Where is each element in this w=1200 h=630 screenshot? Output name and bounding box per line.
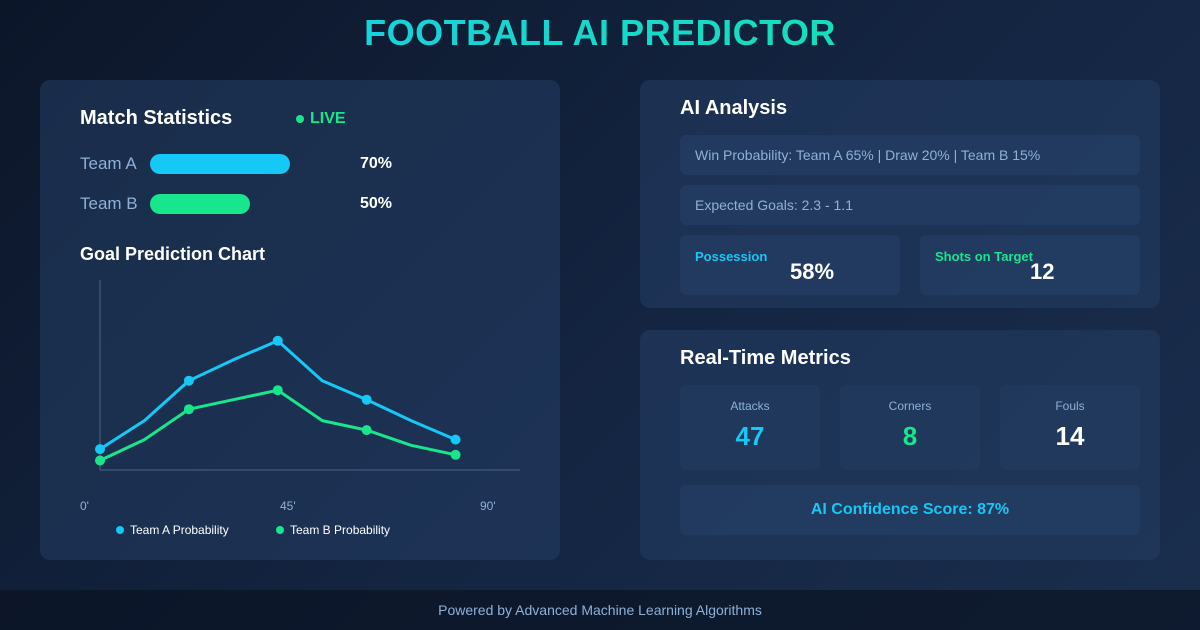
team-a-name: Team A (80, 154, 137, 173)
chart-point-team-a (450, 434, 461, 445)
live-label: LIVE (310, 110, 346, 127)
shots-on-target-value: 12 (1030, 259, 1055, 284)
legend-team-a-label: Team A Probability (130, 523, 229, 537)
team-b-bar (150, 194, 350, 214)
match-statistics-title: Match Statistics (80, 107, 233, 129)
app-title: FOOTBALL AI PREDICTOR (0, 12, 1200, 54)
metric-attacks-value: 47 (735, 421, 765, 451)
match-statistics-panel: Match Statistics LIVE Team A 70% Team B … (40, 80, 560, 560)
live-dot-icon (296, 115, 304, 123)
metric-fouls-value: 14 (1055, 421, 1085, 451)
team-a-percent: 70% (360, 155, 393, 172)
metric-fouls-label: Fouls (1055, 399, 1085, 413)
legend-team-b-label: Team B Probability (290, 523, 391, 537)
chart-point-team-b (95, 455, 105, 466)
metric-corners-label: Corners (888, 399, 932, 413)
team-a-bar-fill (150, 154, 290, 174)
possession-card: Possession 58% (680, 235, 900, 295)
real-time-metrics-panel: Real-Time Metrics Attacks 47 Corners 8 F… (640, 330, 1160, 560)
chart-point-team-a (95, 444, 105, 455)
metric-attacks: Attacks 47 (680, 385, 820, 470)
legend-team-a-swatch (116, 526, 124, 534)
metric-fouls: Fouls 14 (1000, 385, 1140, 470)
chart-point-team-b (361, 425, 372, 436)
metric-corners: Corners 8 (840, 385, 980, 470)
chart-point-team-b (450, 449, 461, 460)
chart-point-team-a (183, 375, 194, 386)
legend-team-a: Team A Probability (116, 523, 229, 537)
expected-goals-row: Expected Goals: 2.3 - 1.1 (680, 185, 1140, 225)
chart-title: Goal Prediction Chart (80, 244, 266, 264)
legend-team-b-swatch (276, 526, 284, 534)
metric-attacks-label: Attacks (730, 399, 770, 413)
shots-on-target-card: Shots on Target 12 (920, 235, 1140, 295)
team-b-name: Team B (80, 194, 138, 213)
chart-x-tick-label: 90' (480, 499, 496, 513)
live-indicator: LIVE (296, 110, 346, 128)
team-a-bar (150, 154, 350, 174)
legend-team-b: Team B Probability (276, 523, 390, 537)
ai-analysis-title: AI Analysis (680, 97, 788, 119)
chart-series-line-team-b (99, 388, 456, 462)
ai-analysis-panel: AI Analysis Win Probability: Team A 65% … (640, 80, 1160, 308)
chart-x-tick-label: 45' (280, 499, 296, 513)
possession-value: 58% (790, 259, 835, 284)
goal-prediction-chart: 0' 45' 90' (80, 280, 520, 513)
chart-point-team-a (361, 394, 372, 405)
team-b-percent: 50% (360, 195, 393, 212)
team-b-bar-fill (150, 194, 250, 214)
team-a-row: Team A 70% (80, 153, 520, 175)
metric-corners-value: 8 (902, 421, 918, 451)
real-time-metrics-title: Real-Time Metrics (680, 347, 851, 369)
footer: Powered by Advanced Machine Learning Alg… (0, 590, 1200, 630)
ai-confidence-score: AI Confidence Score: 87% (680, 485, 1140, 535)
team-b-row: Team B 50% (80, 193, 520, 215)
shots-on-target-label: Shots on Target (935, 249, 1033, 264)
chart-x-tick-label: 0' (80, 499, 89, 513)
chart-point-team-b (272, 385, 283, 396)
chart-point-team-a (272, 335, 283, 346)
chart-point-team-b (183, 404, 194, 415)
possession-label: Possession (695, 249, 768, 264)
win-probability-row: Win Probability: Team A 65% | Draw 20% |… (680, 135, 1140, 175)
